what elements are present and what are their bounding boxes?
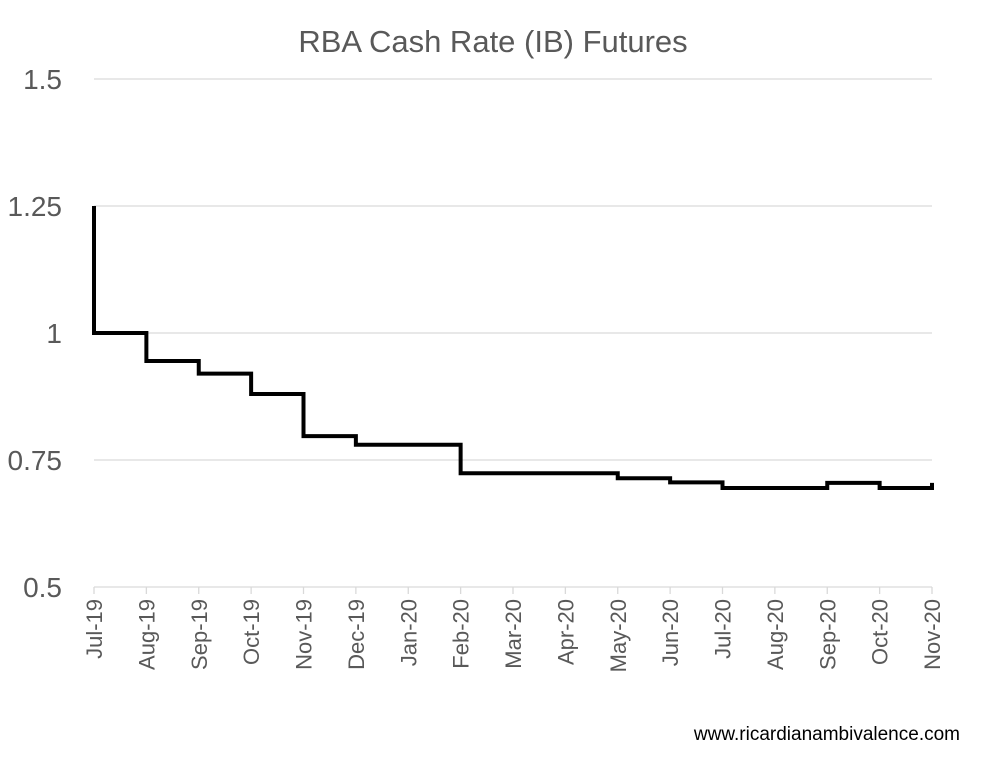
x-tick-label: Mar-20 — [501, 599, 526, 669]
x-tick-label: Dec-19 — [344, 599, 369, 670]
x-tick-label: Jan-20 — [396, 599, 421, 666]
y-tick-label: 0.75 — [8, 445, 63, 476]
y-tick-label: 1.25 — [8, 191, 63, 222]
series-layer — [92, 206, 934, 490]
x-tick-label: Sep-19 — [187, 599, 212, 670]
chart-title: RBA Cash Rate (IB) Futures — [298, 24, 687, 59]
y-tick-label: 0.5 — [23, 572, 62, 603]
x-tick-label: Apr-20 — [553, 599, 578, 665]
x-tick-label: May-20 — [606, 599, 631, 672]
x-tick-label: Aug-19 — [134, 599, 159, 670]
x-tick-label: Jul-19 — [82, 599, 107, 659]
x-tick-label: Feb-20 — [449, 599, 474, 669]
x-tick-label: Jun-20 — [658, 599, 683, 666]
source-credit: www.ricardianambivalence.com — [693, 724, 960, 745]
x-axis-labels: Jul-19 Aug-19 Sep-19 Oct-19 Nov-19 Dec-19 Jan-… — [82, 587, 945, 672]
x-tick-label: Aug-20 — [763, 599, 788, 670]
gridlines — [94, 78, 932, 461]
x-tick-label: Oct-19 — [239, 599, 264, 665]
y-tick-label: 1 — [46, 318, 62, 349]
x-tick-label: Jul-20 — [711, 599, 736, 659]
y-axis: 0.5 0.75 1 1.25 1.5 — [8, 64, 63, 603]
x-tick-label: Nov-20 — [920, 599, 945, 670]
x-tick-label: Nov-19 — [292, 599, 317, 670]
y-tick-label: 1.5 — [23, 64, 62, 95]
x-tick-label: Oct-20 — [868, 599, 893, 665]
series-line — [92, 206, 934, 490]
x-tick-label: Sep-20 — [815, 599, 840, 670]
